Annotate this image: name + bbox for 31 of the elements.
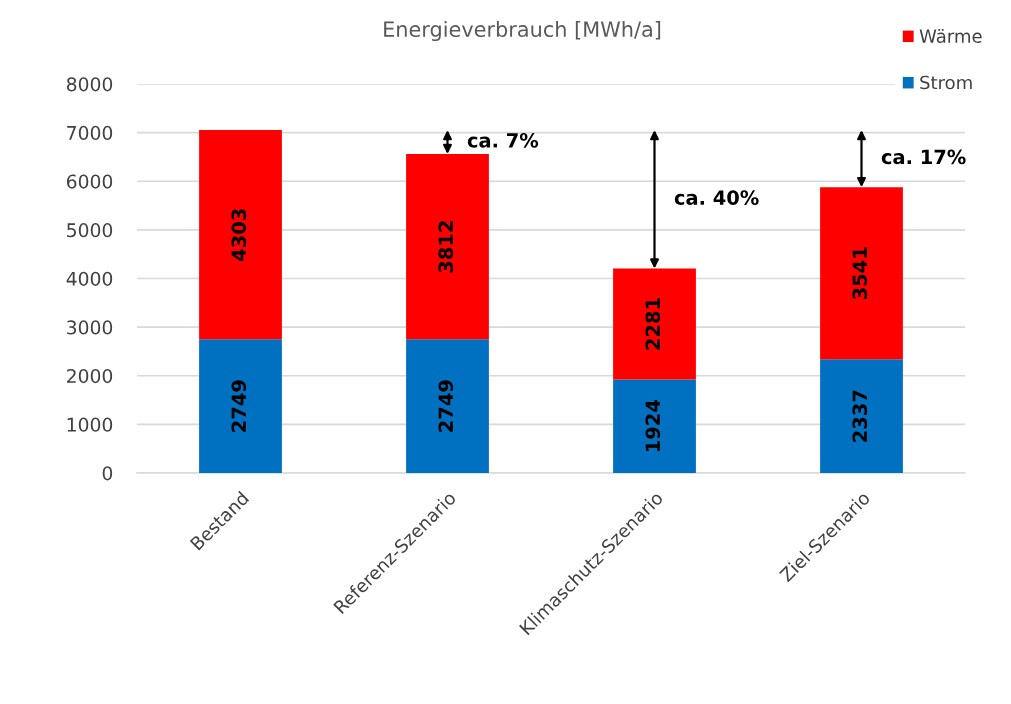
legend-label: Strom — [920, 75, 972, 90]
data-label: 2281 — [645, 298, 661, 350]
y-tick-label: 5000 — [67, 223, 113, 238]
bar — [406, 153, 489, 340]
y-tick-label: 3000 — [67, 320, 113, 335]
annotation: ca. 17% — [881, 149, 966, 165]
data-label: 2749 — [231, 380, 247, 432]
y-tick-label: 0 — [102, 466, 113, 481]
bar — [820, 187, 903, 360]
y-tick-label: 4000 — [66, 271, 113, 286]
legend-label: Wärme — [919, 29, 982, 43]
y-tick-label: 6000 — [66, 174, 113, 189]
data-label: 4303 — [231, 209, 247, 261]
data-label: 3812 — [438, 221, 454, 273]
bar — [406, 339, 489, 473]
bar — [613, 379, 696, 473]
bar — [820, 359, 903, 473]
data-label: 3541 — [852, 247, 868, 300]
y-tick-label: 2000 — [67, 368, 113, 384]
data-label: 2749 — [438, 380, 454, 432]
data-label: 1924 — [645, 400, 661, 452]
bar — [199, 130, 282, 340]
data-label: 2337 — [852, 390, 868, 442]
chart-title: Energieverbrauch [MWh/a] — [384, 20, 661, 42]
y-tick-label: 8000 — [66, 77, 113, 92]
annotation: ca. 40% — [674, 190, 759, 205]
bar — [199, 339, 282, 473]
bar — [613, 268, 696, 380]
y-tick-label: 7000 — [67, 125, 113, 141]
annotation: ca. 7% — [467, 132, 539, 148]
y-tick-label: 1000 — [67, 417, 113, 432]
